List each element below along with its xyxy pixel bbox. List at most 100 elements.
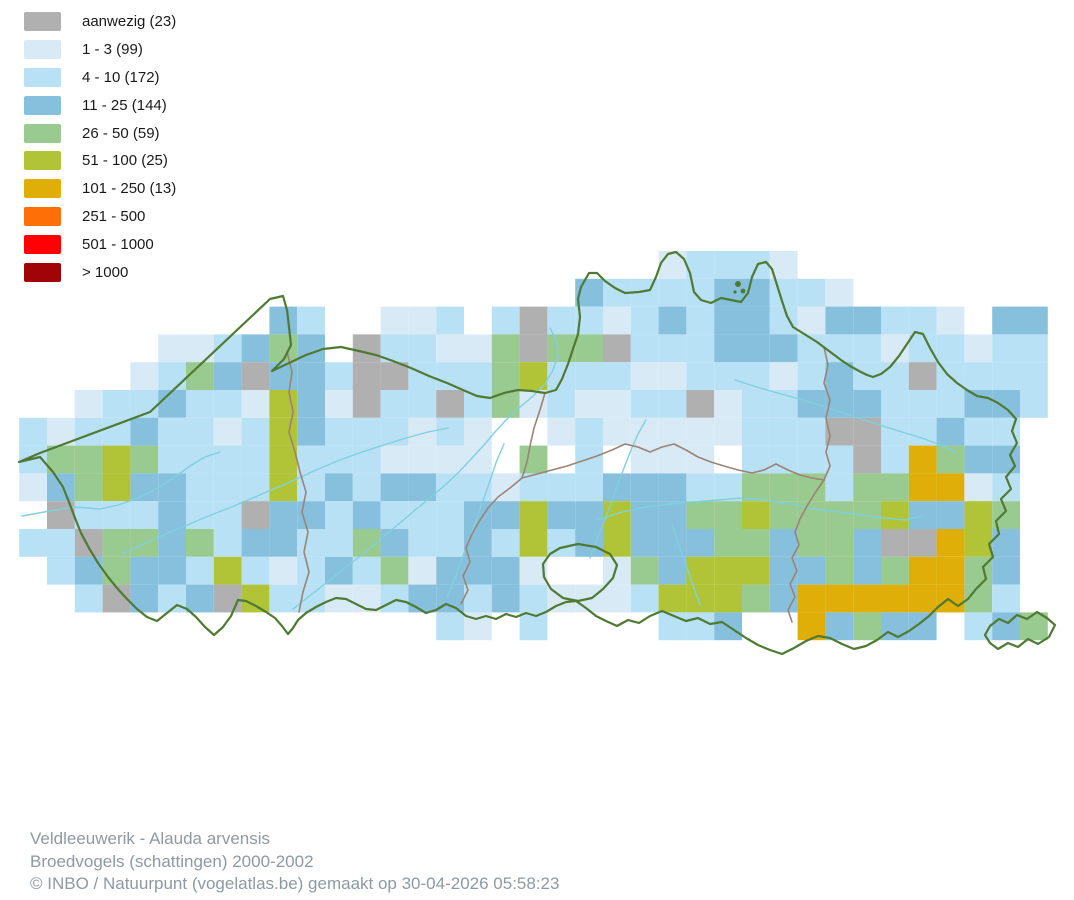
grid-cell xyxy=(603,501,631,529)
grid-cell xyxy=(158,334,186,363)
grid-cell xyxy=(158,445,186,474)
grid-cell xyxy=(352,501,381,529)
grid-cell xyxy=(658,473,687,502)
grid-cell xyxy=(603,362,631,390)
grid-cell xyxy=(575,529,603,557)
grid-cell xyxy=(436,390,464,418)
grid-cell xyxy=(797,417,826,446)
grid-cell xyxy=(686,612,715,641)
legend-item: 11 - 25 (144) xyxy=(24,91,176,119)
river-gete xyxy=(671,524,701,606)
grid-cell xyxy=(186,334,214,363)
grid-cell xyxy=(408,306,437,335)
grid-cell xyxy=(491,306,520,335)
grid-cell xyxy=(742,251,770,279)
grid-cell xyxy=(102,445,131,474)
grid-cell xyxy=(158,529,186,557)
grid-cell xyxy=(519,445,548,474)
grid-cell xyxy=(19,417,47,446)
grid-cell xyxy=(630,362,659,390)
border-eastfl-brabant xyxy=(460,392,546,605)
legend-label: 11 - 25 (144) xyxy=(82,96,167,114)
grid-cell xyxy=(881,501,909,529)
grid-cell xyxy=(603,390,631,418)
grid-cell xyxy=(742,306,770,335)
grid-cell xyxy=(742,417,770,446)
grid-cell xyxy=(936,334,965,363)
grid-cell xyxy=(686,390,715,418)
grid-cell xyxy=(825,390,854,418)
grid-cell xyxy=(158,362,186,390)
grid-cell xyxy=(992,390,1020,418)
caption-survey: Broedvogels (schattingen) 2000-2002 xyxy=(30,851,314,871)
grid-cell xyxy=(269,306,298,335)
caption-species: Veldleeuwerik - Alauda arvensis xyxy=(30,829,271,848)
grid-cell xyxy=(269,473,298,502)
grid-cell xyxy=(853,584,881,613)
grid-cell xyxy=(547,473,576,502)
grid-cell xyxy=(630,556,659,585)
grid-cell xyxy=(436,445,464,474)
grid-cell xyxy=(630,529,659,557)
grid-cells xyxy=(19,251,1048,641)
grid-cell xyxy=(408,501,437,529)
grid-cell xyxy=(742,473,770,502)
grid-cell xyxy=(519,501,548,529)
grid-cell xyxy=(575,501,603,529)
river-leie xyxy=(121,427,449,555)
grid-cell xyxy=(714,251,742,279)
grid-cell xyxy=(658,334,687,363)
grid-cell xyxy=(769,529,798,557)
grid-cell xyxy=(658,501,687,529)
grid-cell xyxy=(769,278,798,307)
grid-cell xyxy=(797,390,826,418)
grid-cell xyxy=(380,473,409,502)
grid-cell xyxy=(213,501,242,529)
grid-cell xyxy=(853,306,881,335)
grid-cell xyxy=(797,556,826,585)
grid-cell xyxy=(853,390,881,418)
grid-cell xyxy=(158,417,186,446)
grid-cell xyxy=(964,390,993,418)
grid-cell xyxy=(47,473,75,502)
grid-cell xyxy=(491,390,520,418)
grid-cell xyxy=(603,584,631,613)
grid-cell xyxy=(491,473,520,502)
grid-cell xyxy=(19,473,47,502)
grid-cell xyxy=(908,362,937,390)
grid-cell xyxy=(436,612,464,641)
grid-cell xyxy=(714,584,742,613)
legend: aanwezig (23) 1 - 3 (99) 4 - 10 (172) 11 - … xyxy=(24,8,176,286)
legend-swatch xyxy=(24,234,61,254)
grid-cell xyxy=(464,584,492,613)
voeren-outline xyxy=(983,610,1057,651)
grid-cell xyxy=(464,362,492,390)
river-schelde xyxy=(292,327,559,610)
rivers xyxy=(21,327,957,610)
grid-cell xyxy=(603,334,631,363)
grid-cell xyxy=(297,390,325,418)
grid-cell xyxy=(213,417,242,446)
grid-cell xyxy=(964,501,993,529)
grid-cell xyxy=(964,529,993,557)
grid-cell xyxy=(186,417,214,446)
grid-cell xyxy=(491,362,520,390)
grid-cell xyxy=(825,445,854,474)
legend-swatch xyxy=(24,95,61,115)
grid-cell xyxy=(936,584,965,613)
grid-cell xyxy=(881,306,909,335)
grid-cell xyxy=(881,584,909,613)
border-antwerp-brabant xyxy=(521,443,825,481)
grid-cell xyxy=(297,306,325,335)
grid-cell xyxy=(686,362,715,390)
grid-cell xyxy=(297,417,325,446)
grid-cell xyxy=(352,473,381,502)
grid-cell xyxy=(686,529,715,557)
grid-cell xyxy=(881,390,909,418)
legend-item: 1 - 3 (99) xyxy=(24,36,176,64)
grid-cell xyxy=(47,556,75,585)
legend-swatch xyxy=(24,262,61,282)
legend-swatch xyxy=(24,179,61,199)
